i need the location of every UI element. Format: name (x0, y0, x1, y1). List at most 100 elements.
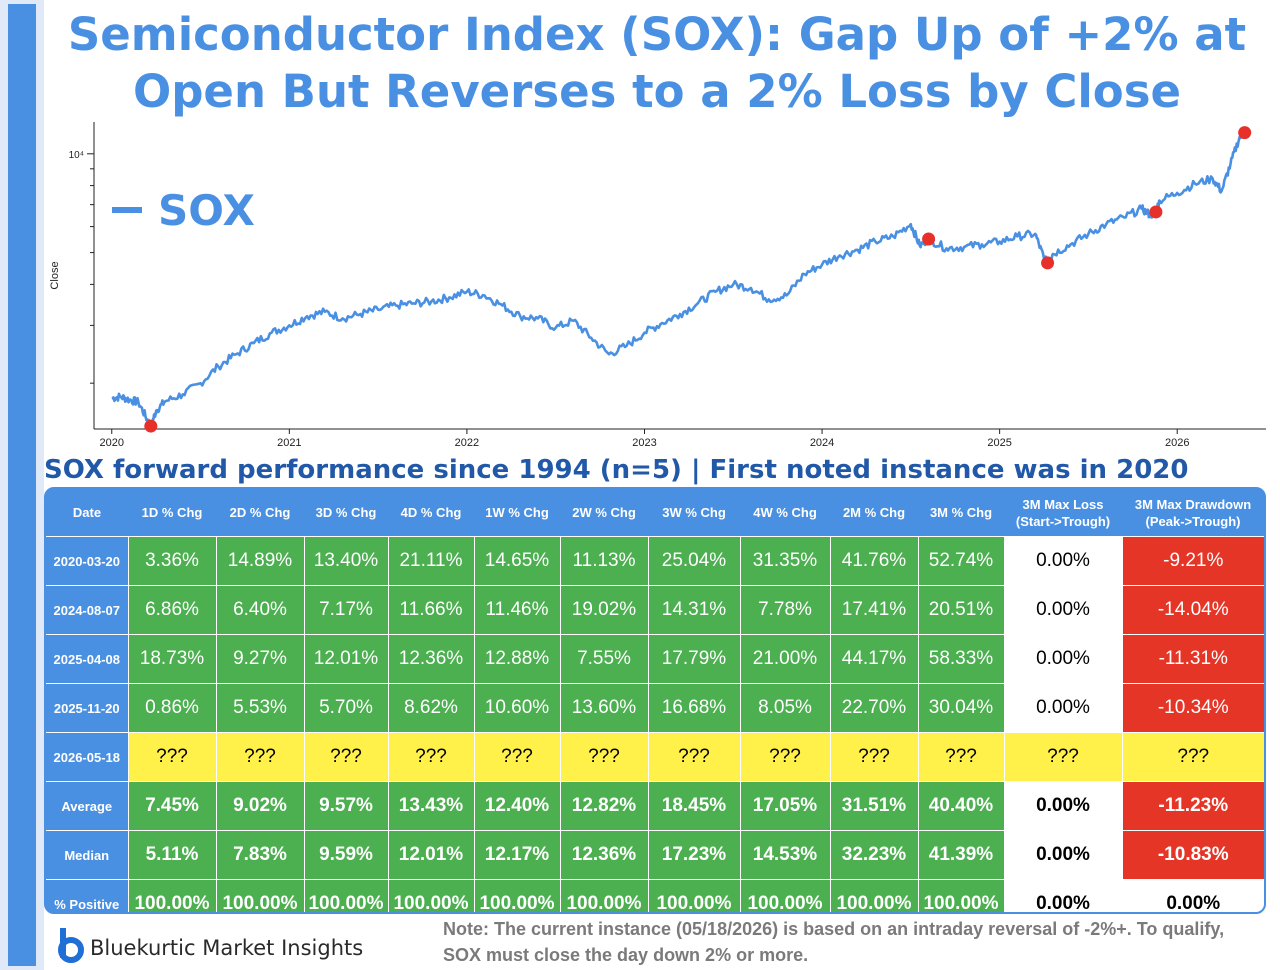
event-marker (1149, 205, 1163, 219)
sox-series-line (111, 130, 1246, 429)
table-header-2: 2D % Chg (216, 489, 304, 537)
table-row: 2024-08-07 6.86% 6.40% 7.17% 11.66% 11.46% 19.… (46, 585, 1264, 635)
summary-cell: 32.23% (829, 830, 918, 880)
table-row-pending: 2026-05-18??????????????????????????????… (46, 732, 1264, 782)
row-date: 2025-11-20 (46, 683, 128, 733)
row-cell: 21.11% (387, 536, 474, 586)
row-max-drawdown: -9.21% (1121, 536, 1264, 586)
event-marker (1238, 126, 1252, 140)
row-date: 2026-05-18 (46, 732, 128, 782)
row-cell: 11.46% (473, 585, 560, 635)
sox-line-chart: 10⁴ Close 2020 2021 2022 2023 2024 2025 2026 SOX (44, 118, 1270, 454)
chart-svg: 10⁴ Close 2020 2021 2022 2023 2024 2025 2026 (49, 122, 1266, 449)
row-cell: 7.55% (559, 634, 648, 684)
summary-cell: 12.01% (387, 830, 474, 880)
summary-cell: 14.53% (739, 830, 830, 880)
left-accent-bar (0, 0, 44, 970)
row-date: 2024-08-07 (46, 585, 128, 635)
summary-cell: 100.00% (647, 879, 740, 912)
row-cell: 12.36% (387, 634, 474, 684)
summary-cell: 100.00% (739, 879, 830, 912)
x-tick-label: 2020 (100, 437, 124, 449)
y-axis-label: Close (49, 261, 61, 289)
row-cell: 5.70% (303, 683, 388, 733)
row-max-drawdown: -10.34% (1121, 683, 1264, 733)
table-row: 2020-03-20 3.36% 14.89% 13.40% 21.11% 14.65% 1… (46, 536, 1264, 586)
row-cell-pending: ??? (215, 732, 304, 782)
row-cell: 13.40% (303, 536, 388, 586)
summary-cell: 100.00% (473, 879, 560, 912)
table-header-4: 4D % Chg (388, 489, 474, 537)
row-cell-pending: ??? (387, 732, 474, 782)
legend-swatch (112, 207, 142, 213)
row-cell: 19.02% (559, 585, 648, 635)
row-cell-pending: ??? (647, 732, 740, 782)
footer-note: Note: The current instance (05/18/2026) … (443, 919, 1225, 965)
row-cell: 11.13% (559, 536, 648, 586)
summary-cell: 100.00% (559, 879, 648, 912)
title-line-1: Semiconductor Index (SOX): Gap Up of +2%… (67, 8, 1247, 61)
row-cell-pending: ??? (559, 732, 648, 782)
summary-cell: 7.45% (127, 781, 216, 831)
y-tick-label: 10⁴ (69, 150, 84, 161)
summary-label: Median (46, 830, 128, 880)
brand-logo-icon (58, 928, 84, 963)
summary-max-drawdown: -11.23% (1121, 781, 1264, 831)
summary-cell: 100.00% (917, 879, 1004, 912)
summary-cell: 12.17% (473, 830, 560, 880)
row-cell: 12.01% (303, 634, 388, 684)
summary-cell: 100.00% (215, 879, 304, 912)
table-header-6: 2W % Chg (560, 489, 648, 537)
brand-logo: Bluekurtic Market Insights (56, 926, 363, 966)
table-header-7: 3W % Chg (648, 489, 740, 537)
row-cell: 22.70% (829, 683, 918, 733)
table-header-max-drawdown-line-1: 3M Max Drawdown (1134, 496, 1252, 512)
summary-max-drawdown: -10.83% (1121, 830, 1264, 880)
row-cell: 8.05% (739, 683, 830, 733)
brand-name: Bluekurtic Market Insights (90, 936, 364, 960)
x-tick-label: 2022 (455, 437, 479, 449)
table-header-max-drawdown: 3M Max Drawdown (Peak->Trough) (1122, 489, 1264, 537)
row-max-loss: 0.00% (1003, 683, 1122, 733)
summary-cell: 18.45% (647, 781, 740, 831)
row-cell: 8.62% (387, 683, 474, 733)
row-cell: 25.04% (647, 536, 740, 586)
table-header-8: 4W % Chg (740, 489, 830, 537)
table-header-10: 3M % Chg (918, 489, 1004, 537)
summary-max-drawdown: 0.00% (1121, 879, 1264, 912)
row-cell: 44.17% (829, 634, 918, 684)
row-cell: 10.60% (473, 683, 560, 733)
row-max-loss: 0.00% (1003, 536, 1122, 586)
left-accent-bar-fill (8, 4, 36, 966)
row-cell: 6.40% (215, 585, 304, 635)
summary-cell: 100.00% (303, 879, 388, 912)
summary-max-loss: 0.00% (1003, 781, 1122, 831)
row-cell: 17.79% (647, 634, 740, 684)
summary-max-loss: 0.00% (1003, 830, 1122, 880)
row-cell: 12.88% (473, 634, 560, 684)
chart-plot (111, 126, 1252, 433)
title-line-2: Open But Reverses to a 2% Loss by Close (132, 65, 1182, 118)
row-cell: 7.17% (303, 585, 388, 635)
row-cell-pending: ??? (829, 732, 918, 782)
table-header-max-loss: 3M Max Loss (Start->Trough) (1004, 489, 1122, 537)
summary-cell: 17.05% (739, 781, 830, 831)
summary-row: % Positive 100.00% 100.00% 100.00% 100.00% 10… (46, 879, 1264, 912)
table-row: 2025-04-08 18.73% 9.27% 12.01% 12.36% 12.88% 7… (46, 634, 1264, 684)
row-cell-pending: ??? (1121, 732, 1264, 782)
performance-table-frame: Date 1D % Chg 2D % Chg 3D % Chg 4D % Chg 1W %… (44, 487, 1266, 914)
summary-label: Average (46, 781, 128, 831)
summary-cell: 100.00% (127, 879, 216, 912)
summary-cell: 13.43% (387, 781, 474, 831)
table-header-max-loss-line-1: 3M Max Loss (1022, 496, 1104, 512)
row-max-loss: 0.00% (1003, 634, 1122, 684)
table-header-9: 2M % Chg (830, 489, 918, 537)
summary-cell: 17.23% (647, 830, 740, 880)
x-tick-label: 2021 (277, 437, 301, 449)
table-header-3: 3D % Chg (304, 489, 388, 537)
summary-row: Median 5.11% 7.83% 9.59% 12.01% 12.17% 12.36% 1… (46, 830, 1264, 880)
summary-cell: 100.00% (387, 879, 474, 912)
row-cell: 17.41% (829, 585, 918, 635)
table-header-0: Date (46, 489, 128, 537)
x-tick-label: 2026 (1165, 437, 1189, 449)
